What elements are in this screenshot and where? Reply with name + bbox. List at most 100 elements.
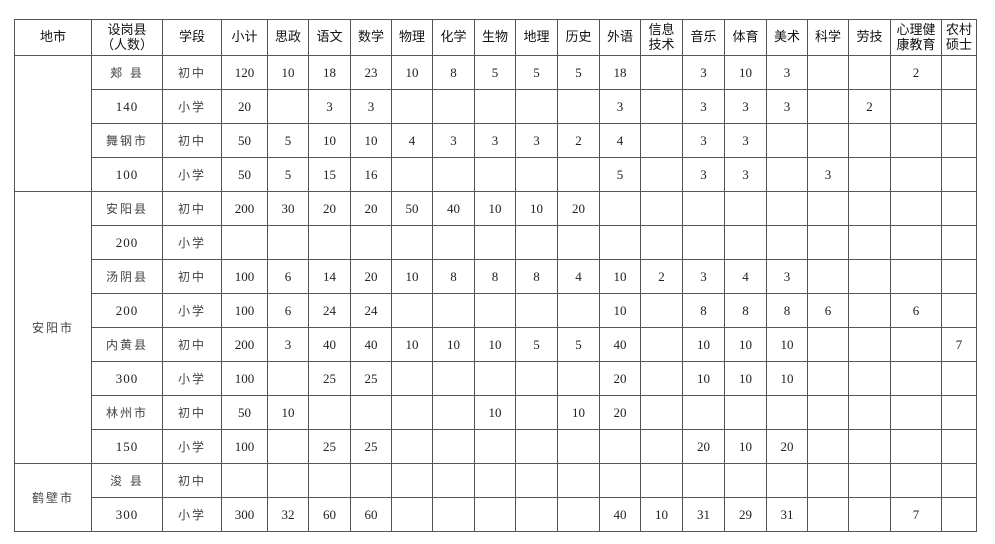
value-cell — [640, 395, 683, 430]
value-cell — [391, 225, 433, 260]
value-cell: 24 — [308, 293, 351, 328]
county-cell: 140 — [91, 89, 163, 124]
value-cell — [890, 395, 942, 430]
value-cell — [941, 293, 977, 328]
value-cell: 3 — [807, 157, 849, 192]
value-cell — [890, 191, 942, 226]
county-cell: 300 — [91, 497, 163, 532]
value-cell — [350, 463, 392, 498]
county-cell: 汤阴县 — [91, 259, 163, 294]
value-cell — [308, 463, 351, 498]
value-cell — [515, 293, 558, 328]
value-cell — [766, 191, 808, 226]
value-cell — [599, 429, 641, 464]
value-cell — [848, 429, 891, 464]
value-cell: 10 — [599, 293, 641, 328]
value-cell: 10 — [515, 191, 558, 226]
column-header: 信息技术 — [640, 19, 683, 56]
value-cell: 20 — [682, 429, 725, 464]
value-cell — [941, 225, 977, 260]
value-cell: 2 — [848, 89, 891, 124]
value-cell — [941, 395, 977, 430]
table-row: 林州市 初中 50 10 10 10 20 — [15, 395, 977, 430]
table-row: 100 小学 50 5 15 16 5 3 3 3 — [15, 157, 977, 192]
value-cell — [848, 497, 891, 532]
value-cell: 6 — [807, 293, 849, 328]
value-cell: 40 — [599, 497, 641, 532]
value-cell — [391, 293, 433, 328]
city-cell — [14, 55, 92, 192]
stage-cell: 初中 — [162, 191, 222, 226]
value-cell — [557, 89, 600, 124]
value-cell — [391, 463, 433, 498]
value-cell — [308, 225, 351, 260]
value-cell: 10 — [267, 55, 309, 90]
value-cell — [432, 225, 475, 260]
value-cell: 20 — [599, 395, 641, 430]
value-cell — [391, 157, 433, 192]
value-cell — [941, 123, 977, 158]
column-header: 语文 — [308, 19, 351, 56]
stage-cell: 初中 — [162, 123, 222, 158]
value-cell — [640, 327, 683, 362]
value-cell: 8 — [766, 293, 808, 328]
column-header: 音乐 — [682, 19, 725, 56]
value-cell — [640, 89, 683, 124]
value-cell — [267, 463, 309, 498]
value-cell: 25 — [308, 429, 351, 464]
value-cell: 40 — [350, 327, 392, 362]
value-cell — [766, 123, 808, 158]
value-cell: 50 — [221, 157, 268, 192]
value-cell — [267, 361, 309, 396]
value-cell: 20 — [599, 361, 641, 396]
value-cell — [890, 463, 942, 498]
value-cell: 20 — [308, 191, 351, 226]
value-cell: 30 — [267, 191, 309, 226]
value-cell — [557, 361, 600, 396]
value-cell — [890, 327, 942, 362]
county-cell: 林州市 — [91, 395, 163, 430]
city-cell: 鹤壁市 — [14, 463, 92, 532]
value-cell: 5 — [599, 157, 641, 192]
stage-cell: 小学 — [162, 225, 222, 260]
value-cell — [941, 259, 977, 294]
value-cell: 10 — [724, 55, 767, 90]
value-cell — [599, 463, 641, 498]
value-cell: 2 — [557, 123, 600, 158]
value-cell: 10 — [432, 327, 475, 362]
value-cell — [807, 429, 849, 464]
table-row: 200 小学 100 6 24 24 10 8 8 8 6 6 — [15, 293, 977, 328]
value-cell — [640, 55, 683, 90]
value-cell — [557, 293, 600, 328]
value-cell: 2 — [640, 259, 683, 294]
value-cell: 8 — [515, 259, 558, 294]
value-cell: 8 — [432, 259, 475, 294]
value-cell — [848, 463, 891, 498]
value-cell: 10 — [724, 327, 767, 362]
value-cell: 31 — [682, 497, 725, 532]
value-cell — [724, 395, 767, 430]
value-cell: 24 — [350, 293, 392, 328]
value-cell: 8 — [474, 259, 516, 294]
column-header: 物理 — [391, 19, 433, 56]
value-cell — [640, 429, 683, 464]
value-cell — [432, 429, 475, 464]
value-cell — [515, 463, 558, 498]
value-cell: 3 — [724, 123, 767, 158]
value-cell — [848, 259, 891, 294]
value-cell — [557, 497, 600, 532]
value-cell — [432, 157, 475, 192]
value-cell: 4 — [599, 123, 641, 158]
value-cell: 7 — [890, 497, 942, 532]
value-cell — [807, 123, 849, 158]
county-cell: 浚 县 — [91, 463, 163, 498]
stage-cell: 小学 — [162, 293, 222, 328]
table-row: 300 小学 100 25 25 20 10 10 10 — [15, 361, 977, 396]
value-cell — [267, 89, 309, 124]
value-cell — [890, 89, 942, 124]
value-cell: 3 — [308, 89, 351, 124]
value-cell — [640, 225, 683, 260]
value-cell — [848, 157, 891, 192]
value-cell: 29 — [724, 497, 767, 532]
value-cell: 6 — [267, 293, 309, 328]
